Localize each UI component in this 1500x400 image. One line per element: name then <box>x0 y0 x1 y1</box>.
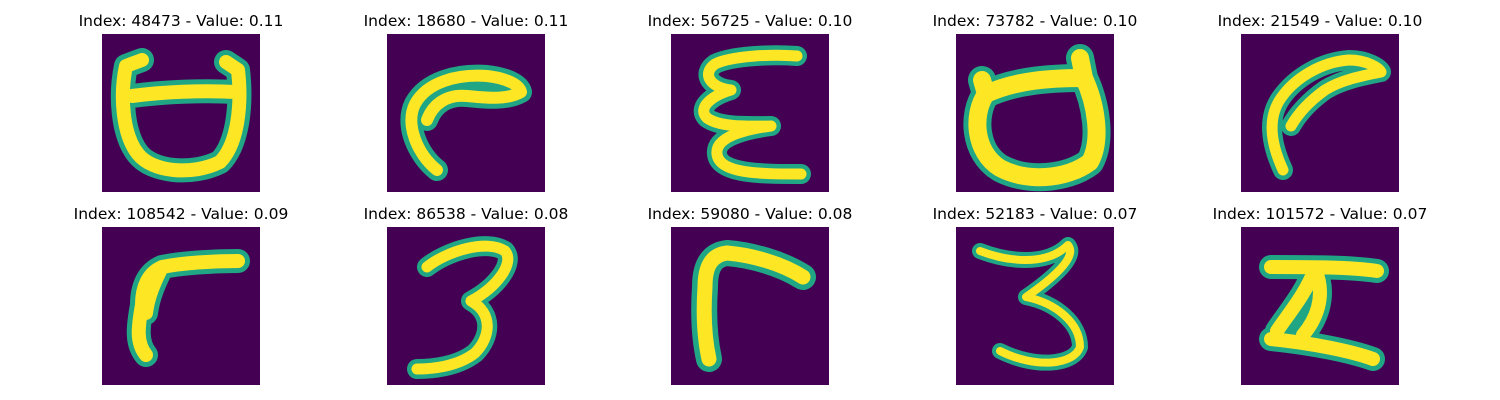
panel-title: Index: 108542 - Value: 0.09 <box>73 205 289 223</box>
glyph-image <box>1241 227 1399 385</box>
image-panel: Index: 59080 - Value: 0.08 <box>620 205 880 385</box>
panel-title: Index: 56725 - Value: 0.10 <box>647 12 853 30</box>
panel-title: Index: 73782 - Value: 0.10 <box>932 12 1138 30</box>
glyph-image <box>1241 34 1399 192</box>
glyph-image <box>956 34 1114 192</box>
panel-title: Index: 18680 - Value: 0.11 <box>363 12 569 30</box>
glyph-image <box>102 34 260 192</box>
image-panel: Index: 73782 - Value: 0.10 <box>905 12 1165 192</box>
image-panel: Index: 18680 - Value: 0.11 <box>336 12 596 192</box>
panel-title: Index: 59080 - Value: 0.08 <box>647 205 853 223</box>
panel-title: Index: 21549 - Value: 0.10 <box>1217 12 1423 30</box>
panel-title: Index: 52183 - Value: 0.07 <box>932 205 1138 223</box>
glyph-image <box>102 227 260 385</box>
image-panel: Index: 108542 - Value: 0.09 <box>51 205 311 385</box>
image-panel: Index: 48473 - Value: 0.11 <box>51 12 311 192</box>
panel-title: Index: 48473 - Value: 0.11 <box>78 12 284 30</box>
glyph-image <box>956 227 1114 385</box>
glyph-image <box>671 227 829 385</box>
image-panel: Index: 56725 - Value: 0.10 <box>620 12 880 192</box>
panel-title: Index: 101572 - Value: 0.07 <box>1212 205 1428 223</box>
glyph-image <box>671 34 829 192</box>
image-panel: Index: 52183 - Value: 0.07 <box>905 205 1165 385</box>
image-panel: Index: 86538 - Value: 0.08 <box>336 205 596 385</box>
image-panel: Index: 101572 - Value: 0.07 <box>1190 205 1450 385</box>
panel-title: Index: 86538 - Value: 0.08 <box>363 205 569 223</box>
image-panel: Index: 21549 - Value: 0.10 <box>1190 12 1450 192</box>
glyph-image <box>387 34 545 192</box>
glyph-image <box>387 227 545 385</box>
